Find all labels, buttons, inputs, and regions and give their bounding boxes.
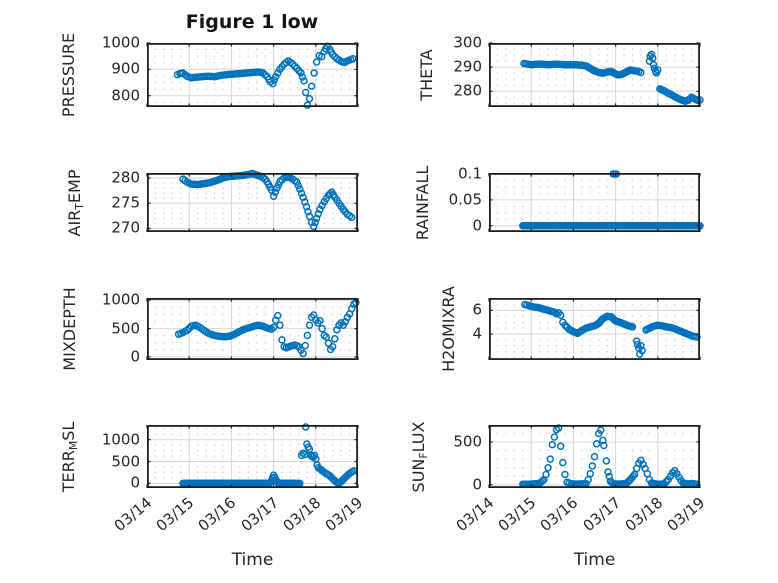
tick-marks (488, 42, 701, 107)
minor-grid (496, 179, 693, 220)
ytick-label: 800 (111, 86, 140, 105)
ylabel-air_temp: AIRTEMP (65, 169, 87, 236)
subplot-rainfall (488, 170, 704, 233)
ytick-label: 270 (111, 218, 140, 237)
ytick-label: 0 (472, 216, 482, 235)
ytick-label: 0.1 (458, 164, 482, 183)
axes-theta (488, 42, 704, 108)
major-grid (147, 425, 358, 488)
axes-border (488, 424, 700, 489)
ytick-label: 280 (111, 168, 140, 187)
ytick-label: 6 (472, 300, 482, 319)
subplot-terr-msl (146, 423, 359, 489)
scatter-series (173, 42, 357, 109)
subplot-mixdepth (146, 297, 360, 361)
ylabel-rainfall: RAINFALL (413, 165, 432, 240)
minor-grid (154, 182, 351, 225)
ytick-label: 0 (472, 475, 482, 494)
scatter-series (174, 298, 360, 358)
figure-title: Figure 1 low (185, 11, 319, 33)
axes-border (146, 297, 358, 361)
axes-border (488, 172, 700, 233)
ytick-label: 1000 (101, 430, 140, 449)
major-grid (489, 43, 700, 107)
ytick-label: 280 (453, 81, 482, 100)
minor-grid (154, 306, 351, 351)
ytick-label: 500 (453, 432, 482, 451)
scatter-series (520, 50, 704, 105)
ytick-label: 290 (453, 57, 482, 76)
minor-grid (496, 48, 693, 105)
ytick-label: 300 (453, 33, 482, 52)
axes-h2omixra (488, 297, 701, 361)
subplot-pressure (146, 42, 359, 109)
ylabel-sun_flux: SUNFLUX (409, 421, 431, 492)
ylabel-mixdepth: MIXDEPTH (60, 287, 79, 371)
xlabel-time: Time (573, 550, 616, 570)
xlabel-time: Time (231, 550, 274, 570)
ytick-label: 275 (111, 193, 140, 212)
ytick-label: 4 (472, 324, 482, 343)
axes-border (146, 424, 358, 489)
ytick-label: 900 (111, 59, 140, 78)
minor-grid (496, 432, 693, 477)
ytick-label: 1000 (101, 33, 140, 52)
minor-grid (496, 303, 693, 359)
axes-border (488, 297, 700, 361)
axes-border (146, 42, 358, 108)
ytick-label: 1000 (101, 290, 140, 309)
ylabel-terr_msl: TERRMSL (59, 421, 81, 492)
ytick-label: 500 (111, 452, 140, 471)
axes-pressure (146, 42, 359, 109)
subplot-sun-flux (488, 424, 701, 489)
scatter-series (179, 169, 356, 231)
axes-border (146, 172, 358, 233)
subplot-theta (488, 42, 704, 108)
ylabel-theta: THETA (417, 49, 436, 101)
subplot-h2omixra (488, 297, 701, 361)
scatter-series (519, 424, 701, 489)
axes-terr_msl (146, 423, 359, 489)
ylabel-pressure: PRESSURE (59, 32, 78, 118)
ylabel-h2omixra: H2OMIXRA (439, 286, 458, 372)
axes-border (488, 42, 700, 108)
axes-sun_flux (488, 424, 701, 489)
scatter-series (179, 423, 358, 488)
ytick-label: 0 (130, 347, 140, 366)
tick-marks (146, 425, 359, 488)
axes-air_temp (146, 169, 359, 233)
ytick-label: 0.05 (448, 190, 482, 209)
scatter-series (521, 300, 701, 358)
ytick-label: 500 (111, 319, 140, 338)
axes-mixdepth (146, 297, 360, 361)
subplot-air-temp (146, 169, 359, 233)
axes-rainfall (488, 170, 704, 233)
ytick-label: 0 (130, 473, 140, 492)
minor-grid (154, 428, 351, 479)
